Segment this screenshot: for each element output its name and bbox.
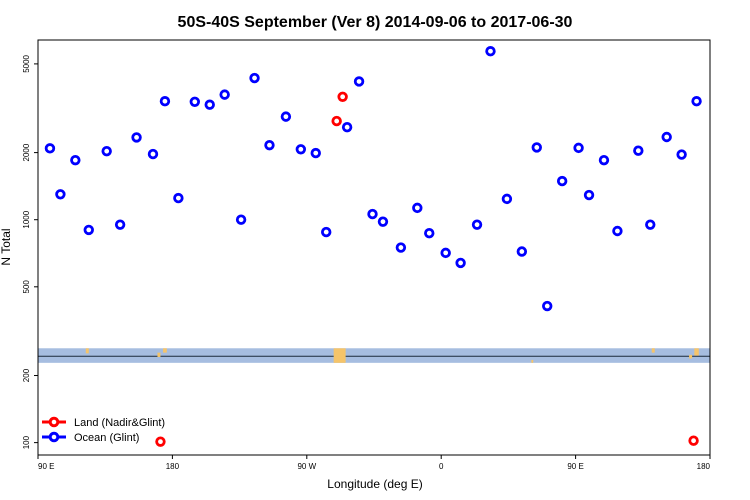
ocean-point [377,216,389,227]
ocean-point [219,89,230,100]
ocean-point [516,246,528,257]
ocean-point [114,219,126,230]
ocean-point [70,154,81,166]
ocean-point [204,99,215,110]
ocean-point [101,145,112,157]
ocean-point [147,148,159,160]
x-tick-label: 90 E [38,462,54,471]
ocean-point [676,149,687,160]
legend-ocean-label: Ocean (Glint) [74,432,139,444]
legend-land-label: Land (Nadir&Glint) [74,417,165,429]
land-point [331,115,342,127]
ocean-point [471,219,483,230]
ocean-point [321,226,332,238]
x-tick-label: 90 E [567,462,583,471]
x-tick-label: 90 W [297,462,316,471]
x-tick-label: 180 [166,462,180,471]
ocean-point [424,227,435,239]
landmass [333,348,346,363]
ocean-point [556,175,568,187]
ocean-point [159,96,171,107]
axis-ticks: 90 E 180 90 W 0 90 E 180 100 200 500 1000 2000 5000 [22,54,711,471]
ocean-point [645,219,656,230]
x-tick-label: 0 [439,462,444,471]
legend-ocean-marker [48,431,60,443]
chart-title: 50S-40S September (Ver 8) 2014-09-06 to … [178,14,573,31]
land-point [337,91,348,102]
plot-frame [37,39,711,456]
landmass [651,348,655,353]
landmass [85,348,89,354]
y-tick-label: 200 [22,368,31,382]
land-point [688,435,699,446]
y-tick-label: 1000 [22,210,31,228]
ocean-point [44,143,56,154]
ocean-point [440,247,451,259]
land-point [155,436,166,447]
legend-land-marker [48,416,60,428]
ocean-point [367,208,378,220]
ocean-point [280,111,292,122]
ocean-point [661,131,672,143]
ocean-point [295,144,307,155]
ocean-point [531,142,542,153]
ocean-point [542,300,553,312]
y-tick-label: 5000 [22,54,31,72]
y-axis-label: N Total [0,228,13,265]
ocean-point [633,145,644,156]
y-tick-label: 2000 [22,143,31,161]
x-axis-label: Longitude (deg E) [327,477,422,491]
ocean-point [573,142,584,154]
landmass [157,352,161,358]
ocean-point [310,147,321,159]
ocean-point [501,193,513,205]
landmass [694,348,699,356]
ocean-point [612,225,623,237]
ocean-point [485,46,496,57]
legend: Land (Nadir&Glint) Ocean (Glint) [42,416,165,444]
y-tick-label: 100 [22,435,31,449]
y-tick-label: 500 [22,280,31,294]
ocean-point [455,257,466,269]
ocean-point [691,96,702,107]
data-points [44,46,702,447]
ocean-point [249,72,260,84]
landmass [689,354,693,359]
ocean-point [131,132,142,143]
ocean-point [235,214,247,225]
ocean-point [83,224,94,236]
landmass [531,359,534,363]
ocean-point [598,154,610,166]
ocean-point [264,139,275,151]
ocean-point [395,242,407,253]
ocean-point [55,189,66,200]
ocean-band [38,348,710,363]
ocean-point [189,96,200,108]
map-strip [38,348,710,363]
ocean-point [412,202,423,214]
x-tick-label: 180 [697,462,711,471]
ocean-point [583,189,595,201]
ocean-point [353,76,365,87]
ocean-point [173,192,184,204]
ocean-point [341,122,353,133]
landmass [163,348,167,353]
